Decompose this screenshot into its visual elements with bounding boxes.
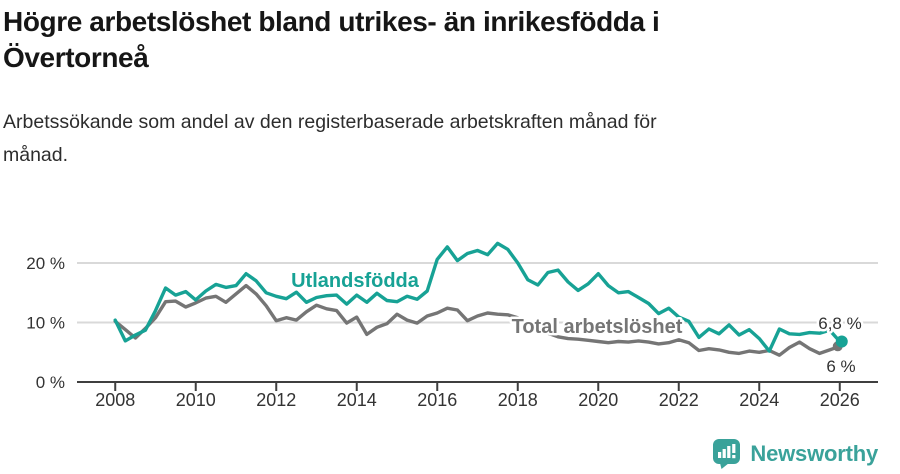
chart-header: Högre arbetslöshet bland utrikes- än inr… — [3, 4, 883, 172]
chart-subtitle: Arbetssökande som andel av den registerb… — [3, 106, 883, 172]
y-tick-label-10: 10 % — [26, 314, 65, 333]
gridlines: 0 % 10 % 20 % — [26, 254, 878, 392]
title-line-1: Högre arbetslöshet bland utrikes- än inr… — [3, 6, 660, 37]
x-tick-label-2010: 2010 — [176, 390, 216, 410]
x-tick-label-2016: 2016 — [417, 390, 457, 410]
data-series — [113, 241, 848, 357]
x-tick-label-2008: 2008 — [95, 390, 135, 410]
end-value-label-utlandsfodda: 6,8 % — [818, 314, 861, 333]
logo-bar-2 — [723, 449, 727, 458]
series-label-utlandsfodda: Utlandsfödda — [291, 270, 420, 292]
title-line-2: Övertorneå — [3, 42, 149, 73]
end-dot-utlandsfodda — [835, 335, 848, 348]
logo-bar-3 — [727, 446, 731, 458]
x-tick-label-2014: 2014 — [337, 390, 377, 410]
brand-name: Newsworthy — [750, 440, 878, 466]
x-axis: 2008 2010 2012 2014 2016 2018 2020 2022 2024 2026 — [77, 381, 878, 410]
subtitle-line-2: månad. — [3, 144, 69, 166]
logo-bar-1 — [718, 452, 722, 458]
series-line-total — [113, 283, 842, 357]
x-tick-label-2022: 2022 — [659, 390, 699, 410]
logo-exclamation-stem — [732, 444, 736, 453]
x-tick-label-2024: 2024 — [739, 390, 779, 410]
bar-chart-speech-bubble-icon — [713, 439, 741, 469]
x-tick-label-2026: 2026 — [820, 390, 860, 410]
series-label-total-arbetsloshet: Total arbetslöshet — [512, 316, 683, 338]
page-title: Högre arbetslöshet bland utrikes- än inr… — [3, 4, 883, 76]
end-value-label-total: 6 % — [826, 357, 855, 376]
y-tick-label-0: 0 % — [36, 373, 65, 392]
y-tick-label-20: 20 % — [26, 254, 65, 273]
x-tick-label-2012: 2012 — [256, 390, 296, 410]
logo-exclamation-dot — [732, 455, 736, 459]
line-chart: 0 % 10 % 20 % 2008 2010 2012 2014 2016 2018 2020… — [26, 241, 878, 410]
newsworthy-logo[interactable]: Newsworthy — [712, 438, 878, 469]
subtitle-line-1: Arbetssökande som andel av den registerb… — [3, 111, 657, 133]
x-tick-label-2018: 2018 — [498, 390, 538, 410]
series-line-utlandsfodda — [113, 241, 842, 353]
x-tick-label-2020: 2020 — [578, 390, 618, 410]
